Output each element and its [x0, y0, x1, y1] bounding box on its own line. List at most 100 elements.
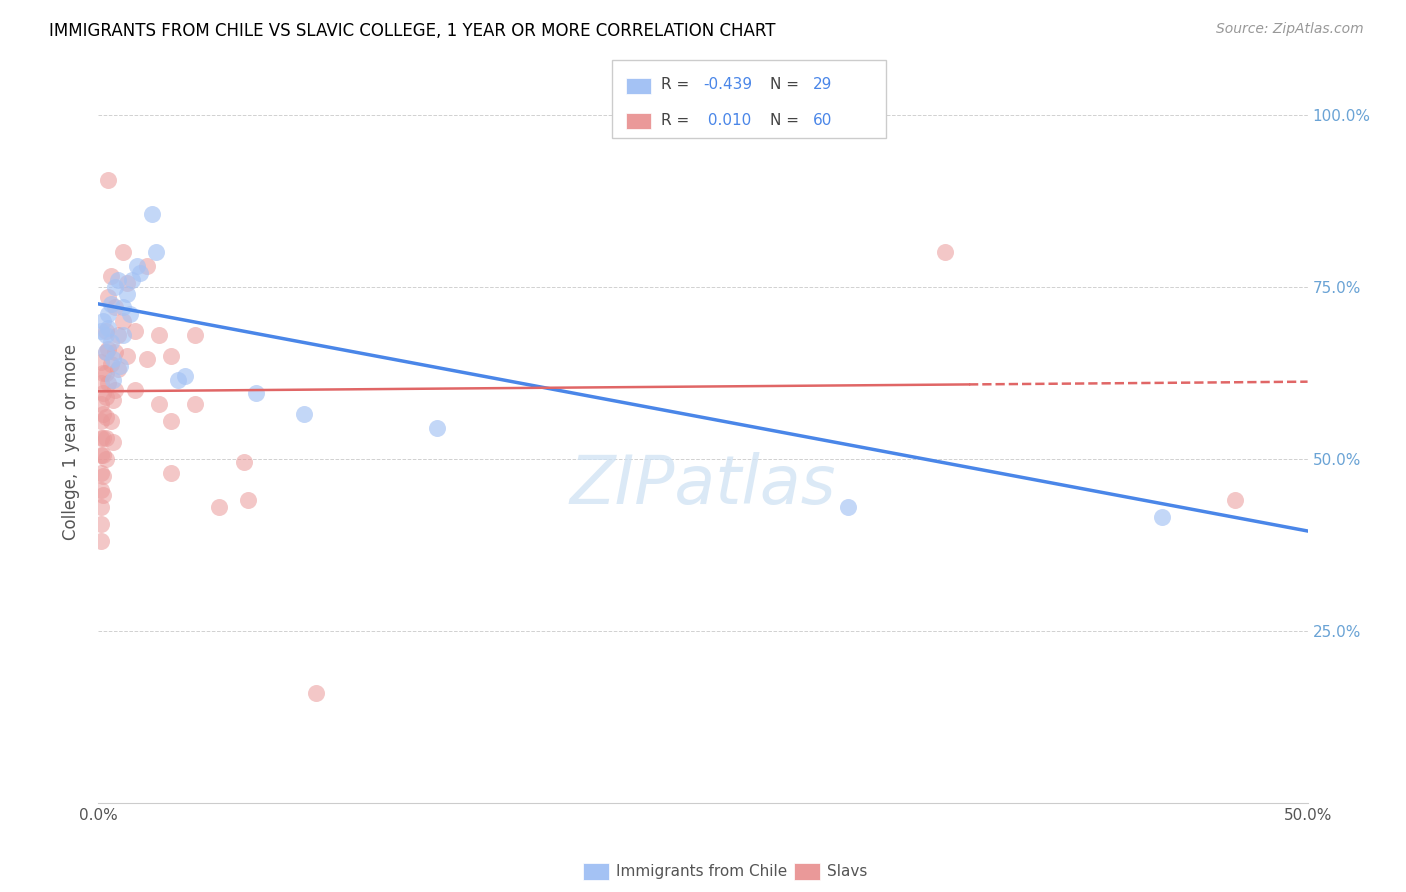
Point — [94, 451, 117, 466]
Point — [97, 321, 120, 335]
Point — [90, 355, 112, 369]
Point — [184, 327, 207, 342]
Point — [101, 434, 124, 449]
Point — [97, 290, 120, 304]
Point — [101, 393, 124, 408]
Point — [100, 269, 122, 284]
Point — [128, 266, 150, 280]
Point — [1223, 493, 1246, 508]
Text: ZIPatlas: ZIPatlas — [569, 452, 837, 518]
Point — [100, 357, 122, 371]
Point — [90, 448, 112, 462]
Point — [94, 345, 117, 359]
Y-axis label: College, 1 year or more: College, 1 year or more — [62, 343, 80, 540]
Point — [94, 327, 117, 342]
Point — [90, 483, 112, 497]
Text: -0.439: -0.439 — [703, 78, 752, 92]
Point — [305, 686, 328, 700]
Text: N =: N = — [770, 113, 804, 128]
Point — [160, 414, 183, 428]
Point — [97, 376, 120, 390]
Point — [101, 373, 124, 387]
Point — [94, 410, 117, 425]
Point — [90, 431, 112, 445]
Point — [100, 297, 122, 311]
Point — [104, 383, 127, 397]
Text: R =: R = — [661, 113, 695, 128]
Point — [97, 173, 120, 187]
Point — [91, 314, 114, 328]
Point — [90, 500, 112, 514]
Point — [91, 469, 114, 483]
Text: IMMIGRANTS FROM CHILE VS SLAVIC COLLEGE, 1 YEAR OR MORE CORRELATION CHART: IMMIGRANTS FROM CHILE VS SLAVIC COLLEGE,… — [49, 22, 776, 40]
Point — [111, 327, 134, 342]
Point — [135, 259, 157, 273]
Point — [121, 273, 143, 287]
Point — [94, 325, 117, 339]
Point — [90, 325, 112, 339]
Point — [208, 500, 231, 514]
Text: Source: ZipAtlas.com: Source: ZipAtlas.com — [1216, 22, 1364, 37]
Point — [245, 386, 267, 401]
Point — [111, 301, 134, 315]
Point — [107, 327, 129, 342]
Point — [104, 345, 127, 359]
Point — [94, 345, 117, 359]
Point — [107, 273, 129, 287]
Point — [104, 301, 127, 315]
Point — [934, 245, 956, 260]
Point — [104, 279, 127, 293]
Point — [141, 207, 163, 221]
Point — [117, 349, 139, 363]
Point — [90, 534, 112, 549]
Point — [97, 307, 120, 321]
Text: 60: 60 — [813, 113, 832, 128]
Point — [108, 359, 131, 373]
Point — [148, 327, 170, 342]
Point — [117, 286, 139, 301]
Point — [238, 493, 260, 508]
Point — [127, 259, 149, 273]
Point — [97, 342, 120, 356]
Point — [292, 407, 315, 421]
Point — [90, 397, 112, 411]
Point — [118, 307, 141, 321]
Point — [91, 386, 114, 401]
Point — [111, 245, 134, 260]
Point — [135, 351, 157, 366]
Point — [167, 373, 190, 387]
Point — [117, 277, 139, 291]
Point — [426, 421, 449, 435]
Text: N =: N = — [770, 78, 804, 92]
Text: Immigrants from Chile: Immigrants from Chile — [616, 864, 787, 879]
Text: 29: 29 — [813, 78, 832, 92]
Point — [124, 325, 146, 339]
Point — [90, 414, 112, 428]
Point — [160, 466, 183, 480]
Point — [91, 366, 114, 380]
Point — [1152, 510, 1174, 524]
Point — [94, 431, 117, 445]
Point — [107, 362, 129, 376]
Text: 0.010: 0.010 — [703, 113, 751, 128]
Point — [184, 397, 207, 411]
Point — [91, 407, 114, 421]
Point — [94, 390, 117, 404]
Point — [91, 431, 114, 445]
Point — [111, 314, 134, 328]
Point — [91, 448, 114, 462]
Point — [100, 414, 122, 428]
Point — [101, 351, 124, 366]
Point — [90, 517, 112, 532]
Point — [94, 366, 117, 380]
Point — [90, 376, 112, 390]
Point — [174, 369, 197, 384]
Point — [124, 383, 146, 397]
Point — [837, 500, 859, 514]
Point — [91, 487, 114, 501]
Point — [148, 397, 170, 411]
Point — [100, 334, 122, 349]
Point — [160, 349, 183, 363]
Text: R =: R = — [661, 78, 695, 92]
Point — [90, 466, 112, 480]
